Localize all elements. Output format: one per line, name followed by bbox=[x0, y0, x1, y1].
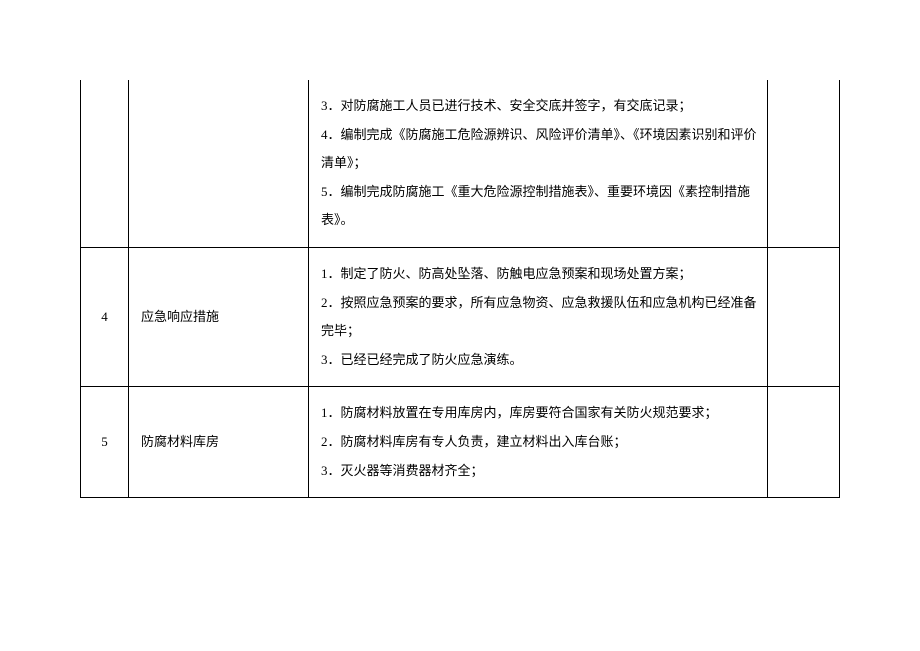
row-content: 1．制定了防火、防高处坠落、防触电应急预案和现场处置方案； 2．按照应急预案的要… bbox=[309, 247, 768, 386]
row-number bbox=[81, 80, 129, 247]
row-content: 1．防腐材料放置在专用库房内，库房要符合国家有关防火规范要求； 2．防腐材料库房… bbox=[309, 387, 768, 498]
content-item: 4．编制完成《防腐施工危险源辨识、风险评价清单》、《环境因素识别和评价清单》； bbox=[321, 121, 757, 178]
row-content: 3．对防腐施工人员已进行技术、安全交底并签字，有交底记录； 4．编制完成《防腐施… bbox=[309, 80, 768, 247]
content-item: 1．防腐材料放置在专用库房内，库房要符合国家有关防火规范要求； bbox=[321, 399, 757, 428]
table-body: 3．对防腐施工人员已进行技术、安全交底并签字，有交底记录； 4．编制完成《防腐施… bbox=[81, 80, 840, 498]
content-item: 5．编制完成防腐施工《重大危险源控制措施表》、重要环境因《素控制措施表》。 bbox=[321, 178, 757, 235]
row-title: 防腐材料库房 bbox=[129, 387, 309, 498]
row-number: 4 bbox=[81, 247, 129, 386]
row-number: 5 bbox=[81, 387, 129, 498]
content-item: 1．制定了防火、防高处坠落、防触电应急预案和现场处置方案； bbox=[321, 260, 757, 289]
table-row: 4 应急响应措施 1．制定了防火、防高处坠落、防触电应急预案和现场处置方案； 2… bbox=[81, 247, 840, 386]
content-item: 3．已经已经完成了防火应急演练。 bbox=[321, 346, 757, 375]
row-title: 应急响应措施 bbox=[129, 247, 309, 386]
content-item: 3．对防腐施工人员已进行技术、安全交底并签字，有交底记录； bbox=[321, 92, 757, 121]
table-row: 5 防腐材料库房 1．防腐材料放置在专用库房内，库房要符合国家有关防火规范要求；… bbox=[81, 387, 840, 498]
row-title bbox=[129, 80, 309, 247]
content-item: 3．灭火器等消费器材齐全； bbox=[321, 457, 757, 486]
content-item: 2．防腐材料库房有专人负责，建立材料出入库台账； bbox=[321, 428, 757, 457]
row-remark bbox=[768, 80, 840, 247]
content-item: 2．按照应急预案的要求，所有应急物资、应急救援队伍和应急机构已经准备完毕； bbox=[321, 289, 757, 346]
document-table: 3．对防腐施工人员已进行技术、安全交底并签字，有交底记录； 4．编制完成《防腐施… bbox=[80, 80, 840, 498]
row-remark bbox=[768, 247, 840, 386]
table-row: 3．对防腐施工人员已进行技术、安全交底并签字，有交底记录； 4．编制完成《防腐施… bbox=[81, 80, 840, 247]
row-remark bbox=[768, 387, 840, 498]
